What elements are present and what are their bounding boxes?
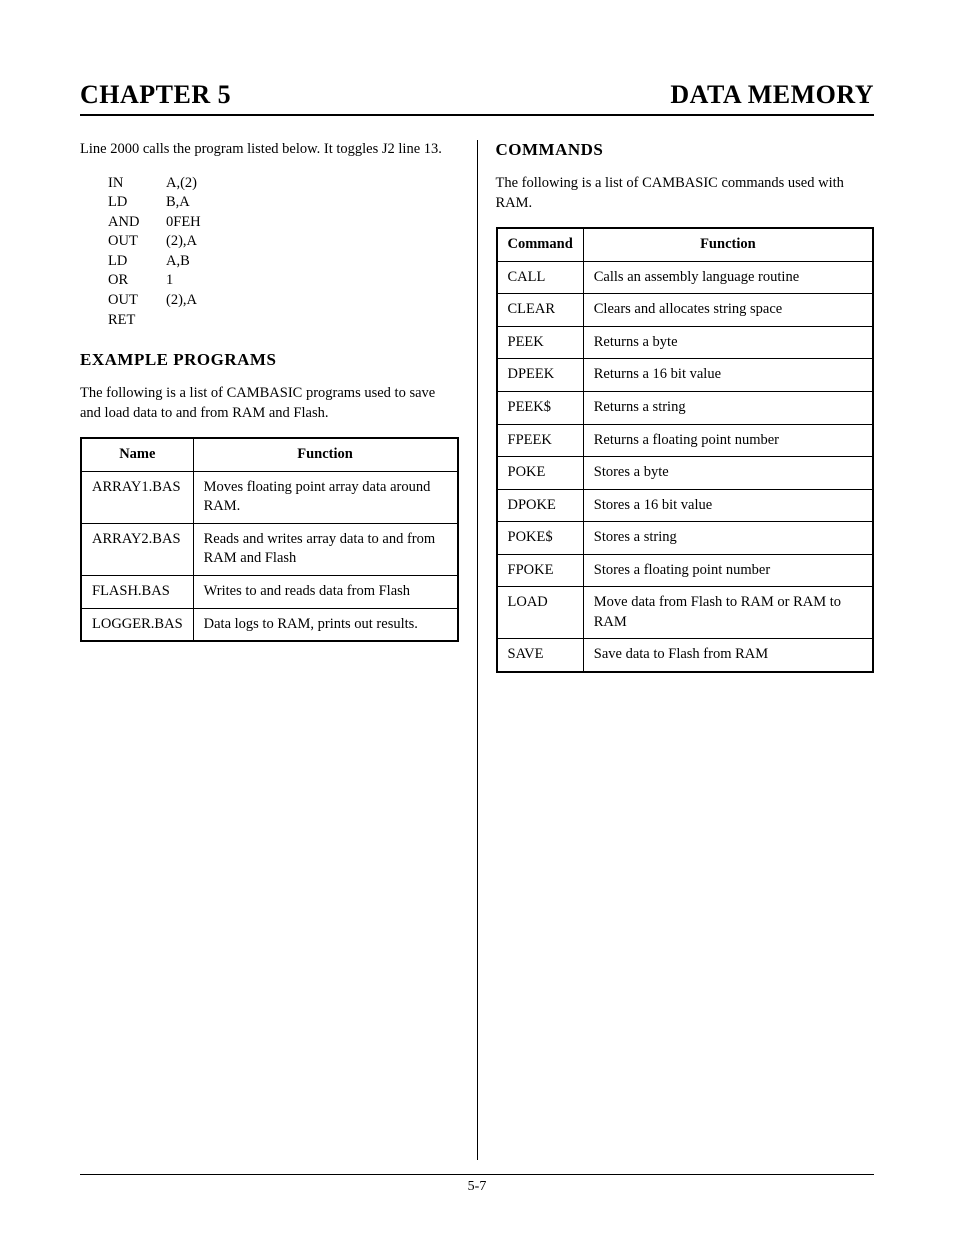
code-row: LDB,A xyxy=(108,193,459,213)
table-header: Name xyxy=(81,438,193,471)
program-name: ARRAY2.BAS xyxy=(81,523,193,575)
code-arg: 1 xyxy=(166,271,173,291)
code-op: OR xyxy=(108,271,166,291)
command-function: Clears and allocates string space xyxy=(583,294,873,327)
command-function: Move data from Flash to RAM or RAM to RA… xyxy=(583,587,873,639)
left-column: Line 2000 calls the program listed below… xyxy=(80,140,478,1160)
table-header-row: Command Function xyxy=(497,228,874,261)
command-name: FPOKE xyxy=(497,554,584,587)
command-name: SAVE xyxy=(497,639,584,672)
table-row: PEEK$Returns a string xyxy=(497,391,874,424)
command-function: Save data to Flash from RAM xyxy=(583,639,873,672)
code-arg: A,(2) xyxy=(166,174,197,194)
table-row: FPOKEStores a floating point number xyxy=(497,554,874,587)
code-op: LD xyxy=(108,252,166,272)
table-row: ARRAY1.BASMoves floating point array dat… xyxy=(81,471,458,523)
table-row: LOGGER.BASData logs to RAM, prints out r… xyxy=(81,608,458,641)
example-programs-table: Name Function ARRAY1.BASMoves floating p… xyxy=(80,437,459,642)
program-name: FLASH.BAS xyxy=(81,576,193,609)
code-row: OUT(2),A xyxy=(108,232,459,252)
program-function: Data logs to RAM, prints out results. xyxy=(193,608,457,641)
program-function: Moves floating point array data around R… xyxy=(193,471,457,523)
code-op: OUT xyxy=(108,232,166,252)
table-header: Command xyxy=(497,228,584,261)
content-columns: Line 2000 calls the program listed below… xyxy=(80,140,874,1160)
table-row: SAVESave data to Flash from RAM xyxy=(497,639,874,672)
table-row: FPEEKReturns a floating point number xyxy=(497,424,874,457)
table-header-row: Name Function xyxy=(81,438,458,471)
commands-intro: The following is a list of CAMBASIC comm… xyxy=(496,174,875,213)
program-function: Reads and writes array data to and from … xyxy=(193,523,457,575)
command-name: POKE$ xyxy=(497,522,584,555)
code-row: OR1 xyxy=(108,271,459,291)
code-arg: (2),A xyxy=(166,232,197,252)
command-function: Returns a floating point number xyxy=(583,424,873,457)
command-name: CLEAR xyxy=(497,294,584,327)
command-function: Stores a floating point number xyxy=(583,554,873,587)
command-name: POKE xyxy=(497,457,584,490)
command-function: Returns a 16 bit value xyxy=(583,359,873,392)
code-row: LDA,B xyxy=(108,252,459,272)
page-header: CHAPTER 5 DATA MEMORY xyxy=(80,80,874,116)
table-row: POKEStores a byte xyxy=(497,457,874,490)
command-name: DPOKE xyxy=(497,489,584,522)
table-row: CLEARClears and allocates string space xyxy=(497,294,874,327)
command-name: DPEEK xyxy=(497,359,584,392)
code-arg: B,A xyxy=(166,193,190,213)
page-footer: 5-7 xyxy=(80,1174,874,1195)
command-name: PEEK xyxy=(497,326,584,359)
code-op: RET xyxy=(108,311,166,331)
table-row: ARRAY2.BASReads and writes array data to… xyxy=(81,523,458,575)
command-function: Returns a string xyxy=(583,391,873,424)
chapter-subject: DATA MEMORY xyxy=(670,80,874,110)
table-row: POKE$Stores a string xyxy=(497,522,874,555)
command-name: FPEEK xyxy=(497,424,584,457)
code-op: IN xyxy=(108,174,166,194)
command-function: Calls an assembly language routine xyxy=(583,261,873,294)
code-arg: (2),A xyxy=(166,291,197,311)
code-op: OUT xyxy=(108,291,166,311)
program-name: LOGGER.BAS xyxy=(81,608,193,641)
commands-heading: COMMANDS xyxy=(496,140,875,160)
right-column: COMMANDS The following is a list of CAMB… xyxy=(478,140,875,1160)
code-op: AND xyxy=(108,213,166,233)
commands-table: Command Function CALLCalls an assembly l… xyxy=(496,227,875,673)
code-arg: A,B xyxy=(166,252,190,272)
command-function: Stores a string xyxy=(583,522,873,555)
code-row: RET xyxy=(108,311,459,331)
example-programs-intro: The following is a list of CAMBASIC prog… xyxy=(80,384,459,423)
table-header: Function xyxy=(583,228,873,261)
command-function: Stores a byte xyxy=(583,457,873,490)
table-row: PEEKReturns a byte xyxy=(497,326,874,359)
command-name: PEEK$ xyxy=(497,391,584,424)
assembly-listing: INA,(2) LDB,A AND0FEH OUT(2),A LDA,B OR1… xyxy=(108,174,459,331)
table-row: CALLCalls an assembly language routine xyxy=(497,261,874,294)
code-row: INA,(2) xyxy=(108,174,459,194)
table-row: DPEEKReturns a 16 bit value xyxy=(497,359,874,392)
chapter-title: CHAPTER 5 xyxy=(80,80,231,110)
code-row: OUT(2),A xyxy=(108,291,459,311)
intro-paragraph: Line 2000 calls the program listed below… xyxy=(80,140,459,160)
command-function: Returns a byte xyxy=(583,326,873,359)
page-number: 5-7 xyxy=(468,1179,487,1194)
code-arg: 0FEH xyxy=(166,213,201,233)
table-row: FLASH.BASWrites to and reads data from F… xyxy=(81,576,458,609)
example-programs-heading: EXAMPLE PROGRAMS xyxy=(80,350,459,370)
table-row: DPOKEStores a 16 bit value xyxy=(497,489,874,522)
command-name: CALL xyxy=(497,261,584,294)
program-name: ARRAY1.BAS xyxy=(81,471,193,523)
table-row: LOADMove data from Flash to RAM or RAM t… xyxy=(497,587,874,639)
code-row: AND0FEH xyxy=(108,213,459,233)
command-function: Stores a 16 bit value xyxy=(583,489,873,522)
program-function: Writes to and reads data from Flash xyxy=(193,576,457,609)
table-header: Function xyxy=(193,438,457,471)
command-name: LOAD xyxy=(497,587,584,639)
code-op: LD xyxy=(108,193,166,213)
page: CHAPTER 5 DATA MEMORY Line 2000 calls th… xyxy=(0,0,954,1235)
